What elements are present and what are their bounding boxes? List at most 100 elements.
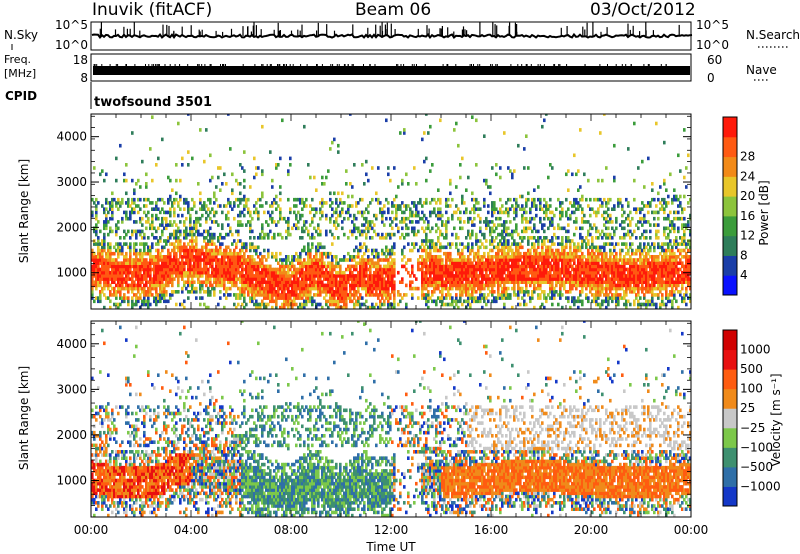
- heatmap-cell: [255, 261, 258, 265]
- heatmap-cell: [477, 261, 480, 265]
- heatmap-cell: [415, 232, 418, 237]
- heatmap-cell: [433, 267, 436, 272]
- heatmap-cell: [365, 261, 368, 265]
- heatmap-cell: [471, 277, 474, 281]
- heatmap-cell: [165, 216, 168, 221]
- heatmap-cell: [97, 283, 100, 288]
- heatmap-cell: [275, 207, 278, 211]
- heatmap-cell: [491, 236, 494, 240]
- heatmap-cell: [125, 213, 128, 218]
- heatmap-cell: [563, 255, 566, 259]
- heatmap-cell: [219, 283, 222, 288]
- heatmap-cell: [249, 213, 252, 218]
- heatmap-cell: [461, 258, 464, 262]
- heatmap-cell: [149, 280, 152, 284]
- heatmap-cell: [455, 258, 458, 262]
- heatmap-cell: [149, 261, 152, 265]
- heatmap-cell: [151, 216, 154, 221]
- heatmap-cell: [387, 201, 390, 205]
- heatmap-cell: [299, 236, 302, 240]
- heatmap-cell: [343, 232, 346, 237]
- heatmap-cell: [307, 245, 310, 250]
- heatmap-cell: [525, 197, 528, 202]
- heatmap-cell: [311, 236, 314, 240]
- heatmap-cell: [491, 166, 494, 170]
- heatmap-cell: [161, 255, 164, 259]
- heatmap-cell: [235, 267, 238, 272]
- heatmap-cell: [123, 172, 126, 177]
- heatmap-cell: [223, 293, 226, 297]
- heatmap-cell: [141, 267, 144, 272]
- heatmap-cell: [561, 248, 564, 253]
- heatmap-cell: [155, 299, 158, 304]
- heatmap-cell: [503, 258, 506, 262]
- heatmap-cell: [335, 280, 338, 284]
- heatmap-cell: [113, 197, 116, 202]
- heatmap-cell: [119, 261, 122, 265]
- heatmap-cell: [475, 264, 478, 269]
- heatmap-cell: [315, 274, 318, 278]
- heatmap-cell: [197, 220, 200, 224]
- heatmap-cell: [135, 293, 138, 297]
- heatmap-cell: [155, 286, 158, 291]
- heatmap-cell: [343, 293, 346, 297]
- heatmap-cell: [359, 258, 362, 262]
- heatmap-cell: [249, 245, 252, 250]
- heatmap-cell: [201, 270, 204, 275]
- cpid-label: CPID: [5, 89, 37, 103]
- heatmap-cell: [451, 270, 454, 275]
- heatmap-cell: [419, 255, 422, 259]
- heatmap-cell: [177, 239, 180, 243]
- heatmap-cell: [105, 283, 108, 288]
- heatmap-cell: [569, 242, 572, 246]
- heatmap-cell: [347, 204, 350, 208]
- heatmap-cell: [335, 261, 338, 265]
- heatmap-cell: [441, 223, 444, 227]
- heatmap-cell: [399, 299, 402, 304]
- heatmap-cell: [499, 232, 502, 237]
- heatmap-cell: [229, 147, 232, 151]
- heatmap-cell: [489, 267, 492, 272]
- heatmap-cell: [255, 305, 258, 309]
- heatmap-cell: [161, 280, 164, 284]
- heatmap-cell: [155, 267, 158, 272]
- heatmap-cell: [541, 226, 544, 231]
- heatmap-cell: [433, 245, 436, 250]
- heatmap-cell: [265, 220, 268, 224]
- heatmap-cell: [343, 299, 346, 304]
- heatmap-cell: [507, 248, 510, 253]
- heatmap-cell: [137, 229, 140, 234]
- heatmap-cell: [423, 159, 426, 164]
- heatmap-cell: [565, 267, 568, 272]
- heatmap-cell: [177, 213, 180, 218]
- heatmap-cell: [459, 216, 462, 221]
- heatmap-cell: [493, 296, 496, 300]
- heatmap-cell: [413, 242, 416, 246]
- heatmap-cell: [289, 299, 292, 304]
- heatmap-cell: [479, 293, 482, 297]
- heatmap-cell: [479, 296, 482, 300]
- heatmap-cell: [465, 283, 468, 288]
- date-title: 03/Oct/2012: [590, 0, 696, 20]
- heatmap-cell: [363, 277, 366, 281]
- heatmap-cell: [103, 207, 106, 211]
- heatmap-cell: [465, 286, 468, 291]
- heatmap-cell: [277, 280, 280, 284]
- heatmap-cell: [201, 296, 204, 300]
- heatmap-cell: [147, 216, 150, 221]
- heatmap-cell: [479, 270, 482, 275]
- heatmap-cell: [133, 191, 136, 196]
- heatmap-cell: [375, 286, 378, 291]
- heatmap-cell: [455, 264, 458, 269]
- heatmap-cell: [471, 267, 474, 272]
- heatmap-cell: [511, 255, 514, 259]
- heatmap-cell: [285, 302, 288, 307]
- heatmap-cell: [169, 277, 172, 281]
- heatmap-cell: [555, 261, 558, 265]
- heatmap-cell: [91, 296, 94, 300]
- heatmap-cell: [331, 283, 334, 288]
- heatmap-cell: [399, 131, 402, 135]
- heatmap-cell: [125, 191, 128, 196]
- heatmap-cell: [221, 267, 224, 272]
- heatmap-cell: [95, 213, 98, 218]
